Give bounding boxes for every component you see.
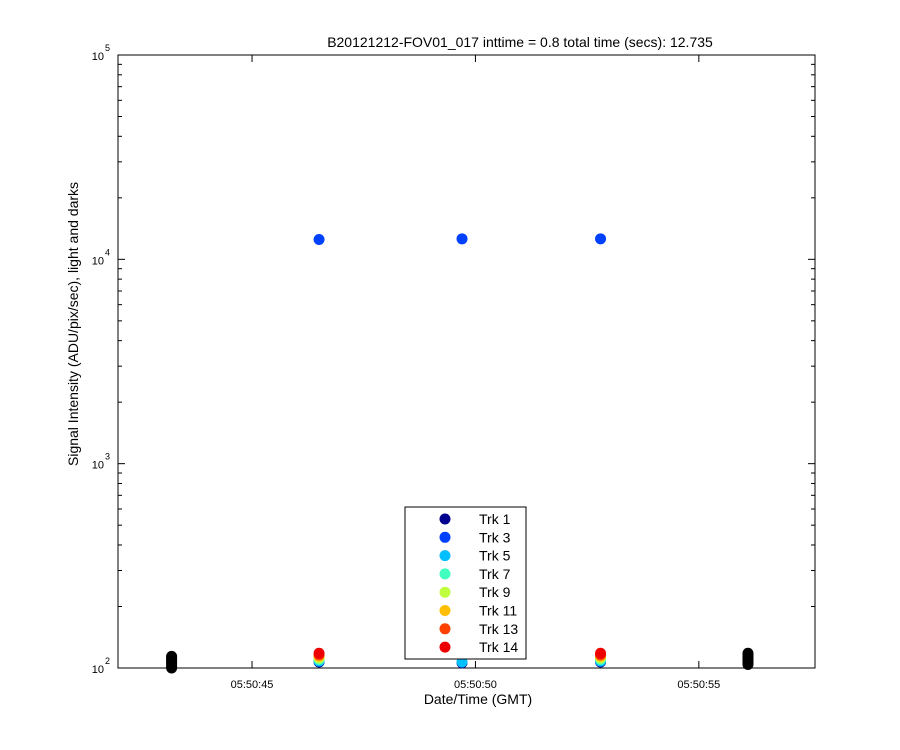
legend-marker [439,605,451,616]
y-tick-label: 10 [92,664,104,676]
y-tick-exponent: 2 [105,656,110,666]
legend-label: Trk 7 [479,566,511,582]
legend-marker [439,641,451,653]
dark-point [742,647,754,659]
data-point [595,647,607,659]
y-tick-exponent: 3 [105,452,110,462]
y-tick-exponent: 4 [105,247,110,257]
legend-label: Trk 1 [479,511,511,527]
legend-marker [439,513,451,525]
legend-marker [439,586,451,598]
y-tick-label: 10 [92,51,104,63]
legend-label: Trk 11 [479,603,517,619]
legend-marker [439,568,451,580]
legend-marker [439,550,451,562]
legend-box [404,506,527,660]
legend-marker [439,531,451,543]
legend-label: Trk 13 [479,621,518,637]
legend-label: Trk 5 [479,548,511,564]
y-axis-title: Signal Intensity (ADU/pix/sec), light an… [65,182,81,466]
y-tick-label: 10 [92,460,104,472]
legend-marker [439,623,451,635]
data-point [456,233,468,245]
x-tick-label: 05:50:45 [231,679,274,691]
data-point [313,234,325,246]
y-tick-label: 10 [92,255,104,267]
legend-label: Trk 9 [479,584,511,600]
x-tick-label: 05:50:55 [677,679,720,691]
dark-point [166,650,178,662]
x-tick-label: 05:50:50 [454,679,497,691]
chart-title: B20121212-FOV01_017 inttime = 0.8 total … [327,34,713,50]
x-axis-title: Date/Time (GMT) [424,691,532,707]
data-point [313,647,325,659]
legend-label: Trk 14 [479,639,518,655]
legend: Trk 1 Trk 3 Trk 5 Trk 7 Trk 9 Trk 11 Trk 13 Trk… [404,506,527,660]
plot-frame [117,54,816,669]
legend-label: Trk 3 [479,529,511,545]
data-point [595,233,607,245]
y-tick-exponent: 5 [105,43,110,53]
